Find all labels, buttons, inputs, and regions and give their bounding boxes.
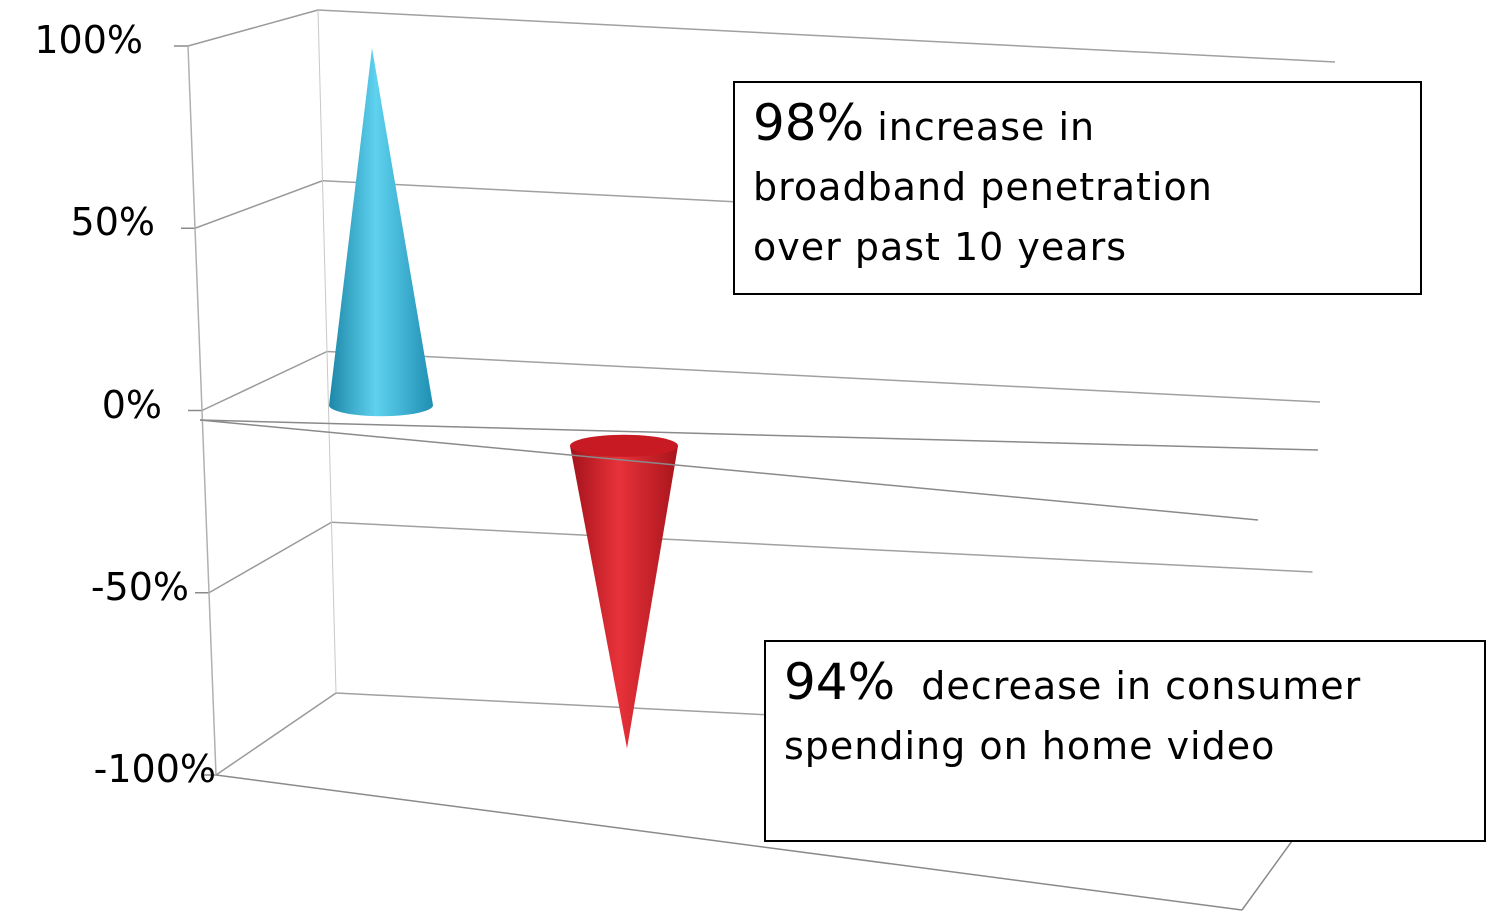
cone-top-face (570, 434, 678, 457)
side-gridline (201, 350, 328, 412)
y-tick-label: -100% (93, 747, 216, 791)
y-tick-label: 0% (101, 382, 162, 427)
annotation-decrease: 94% decrease in consumer spending on hom… (764, 640, 1486, 842)
annotation-increase: 98% increase in broadband penetration ov… (733, 81, 1422, 295)
floor-right-edge (1241, 829, 1301, 911)
annotation-decrease-line2: spending on home video (784, 724, 1276, 768)
back-gridline (317, 9, 1336, 63)
y-tick-label: 50% (70, 200, 155, 245)
side-gridline (187, 9, 319, 47)
side-gridline (208, 521, 332, 594)
annotation-decrease-value: 94% (784, 653, 896, 711)
back-gridline (326, 350, 1321, 403)
back-gridline (331, 521, 1313, 573)
annotation-increase-line3: over past 10 years (753, 225, 1128, 269)
annotation-decrease-line1: decrease in consumer (895, 664, 1362, 708)
front-gridlines (199, 419, 1319, 911)
cone-bar-positive (329, 47, 433, 417)
zero-plane-diagonal (199, 419, 1259, 521)
floor-front-edge (215, 774, 1243, 911)
annotation-increase-line2: broadband penetration (753, 165, 1213, 209)
y-tick-label: -50% (90, 564, 189, 609)
cone-bar-negative (570, 445, 678, 749)
side-gridline (194, 180, 323, 229)
zero-plane-front (199, 419, 1319, 451)
cones (329, 47, 678, 749)
y-tick-label: 100% (34, 18, 143, 62)
side-gridline (215, 692, 337, 776)
annotation-increase-line1: increase in (864, 105, 1096, 149)
back-wall-edge (317, 9, 337, 694)
annotation-increase-value: 98% (753, 94, 865, 152)
y-axis-line (187, 45, 217, 776)
